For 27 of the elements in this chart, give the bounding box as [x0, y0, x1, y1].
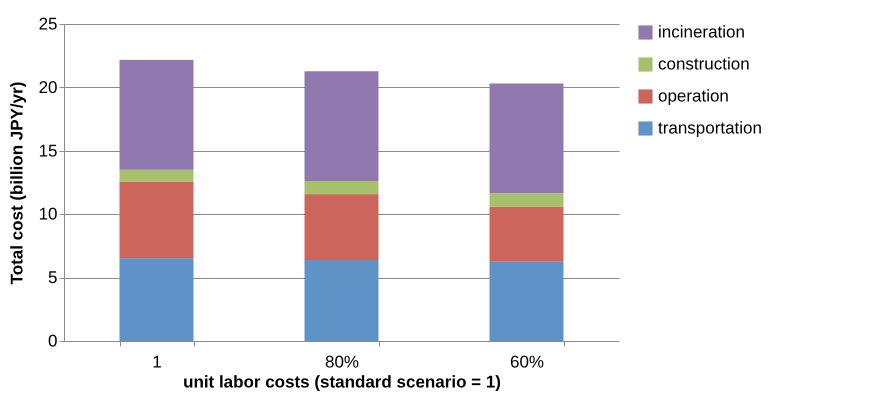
y-tick-label: 25 [38, 14, 58, 34]
x-tick-label: 80% [324, 352, 360, 372]
y-tick-label: 0 [48, 332, 58, 350]
y-tick-label: 15 [38, 141, 58, 160]
bar [490, 206, 564, 262]
legend-label: operation [658, 86, 729, 106]
y-tick-label: 20 [38, 78, 58, 97]
x-tick-label: 60% [510, 352, 544, 372]
x-tick-label: 1 [152, 352, 162, 372]
bar [490, 83, 564, 194]
y-axis-title: Total cost (billion JPY/yr) [8, 82, 27, 284]
y-tick-label: 5 [48, 268, 58, 288]
bar [304, 71, 378, 181]
legend-label: transportation [658, 118, 762, 138]
legend-label: construction [658, 54, 750, 74]
bar [304, 180, 378, 194]
bar [490, 193, 564, 207]
bar [304, 194, 378, 260]
bar [120, 258, 194, 341]
bar [120, 182, 194, 258]
bar [120, 170, 194, 182]
bar [490, 262, 564, 341]
x-axis-title: unit labor costs (standard scenario = 1) [183, 372, 501, 392]
y-tick-label: 10 [38, 204, 58, 224]
bar [120, 60, 194, 170]
bar [304, 260, 378, 341]
legend-label: incineration [658, 22, 745, 42]
